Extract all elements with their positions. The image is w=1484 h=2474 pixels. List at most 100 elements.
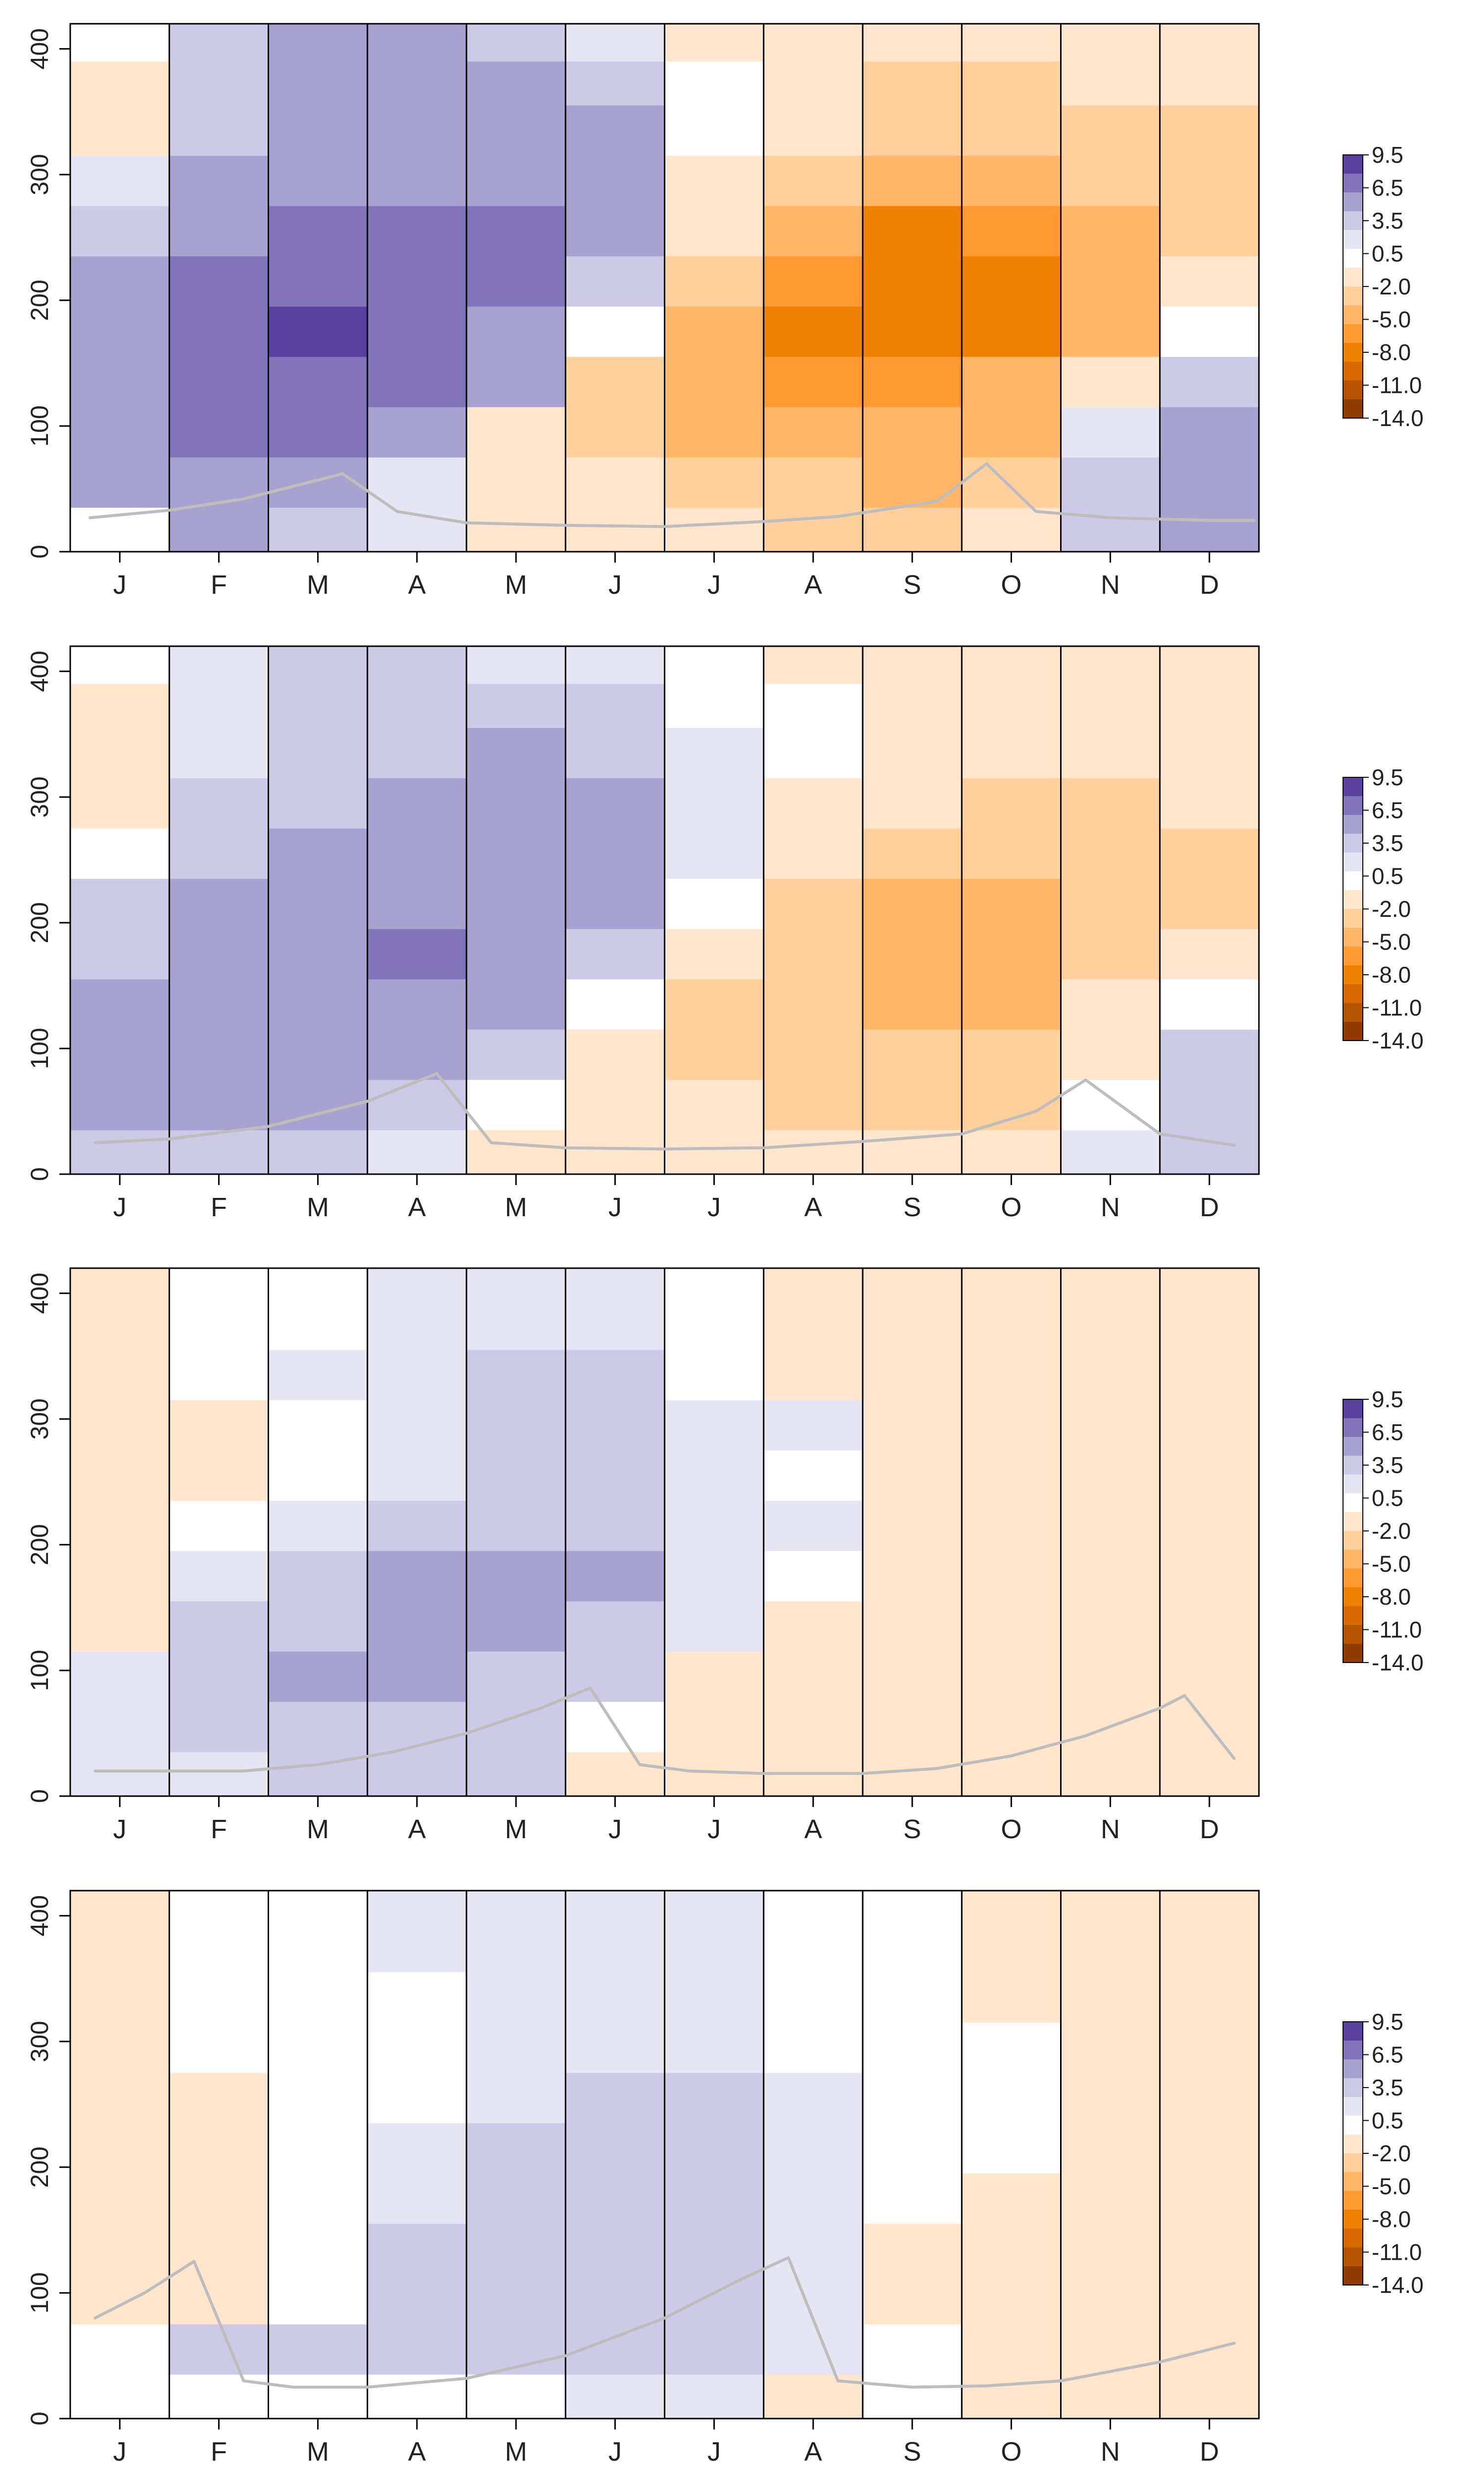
heat-cell <box>466 1891 566 1929</box>
x-tick-label: J <box>608 570 622 600</box>
x-tick-label: M <box>307 2437 329 2467</box>
x-tick-label: O <box>1001 2437 1021 2467</box>
colorbar-swatch <box>1343 1003 1363 1022</box>
heat-cell <box>565 1268 665 1306</box>
heat-cell <box>763 1891 863 1929</box>
heat-cell <box>367 1891 467 1929</box>
colorbar-swatch <box>1343 1531 1363 1550</box>
heat-cell <box>863 1268 962 1306</box>
colorbar-swatch <box>1343 1022 1363 1041</box>
colorbar-label: -8.0 <box>1372 2206 1411 2232</box>
x-tick-label: A <box>804 1192 822 1222</box>
x-tick-label: A <box>408 1814 426 1844</box>
x-tick-label: S <box>903 1192 921 1222</box>
colorbar: 9.5 6.5 3.5 0.5 -2.0 -5.0 -8.0 -11.0 -14.0 <box>1343 142 1424 431</box>
heat-cell <box>962 1891 1062 1929</box>
colorbar-label: -5.0 <box>1372 307 1411 333</box>
x-tick-label: F <box>211 2437 227 2467</box>
heat-cell <box>664 646 764 684</box>
panel-2: 0 100 200 300 400 J F M A M J J A S O N D 9.5 6.5 3.5 0.5 -2.… <box>26 645 1424 1222</box>
colorbar-label: -5.0 <box>1372 1551 1411 1577</box>
heat-cell <box>70 646 170 684</box>
colorbar-label: 0.5 <box>1372 241 1403 267</box>
colorbar-label: -14.0 <box>1372 405 1424 431</box>
x-tick-label: M <box>505 2437 527 2467</box>
colorbar-swatch <box>1343 2041 1363 2060</box>
x-tick-label: O <box>1001 570 1021 600</box>
y-tick-label: 200 <box>26 280 53 321</box>
x-tick-label: J <box>113 1814 127 1844</box>
panel-1: 0 100 200 300 400 J F M A M J J A S O N D 9.5 6.5 3.5 0.5 -2.… <box>26 23 1424 600</box>
colorbar-swatch <box>1343 2172 1363 2191</box>
heat-cell <box>962 646 1062 684</box>
heat-cell <box>466 646 566 684</box>
colorbar-swatch <box>1343 890 1363 909</box>
x-tick-label: D <box>1200 570 1219 600</box>
y-tick-label: 200 <box>26 2146 53 2188</box>
depth-line <box>93 1686 1236 1775</box>
heat-cell <box>367 646 467 684</box>
y-tick-label: 0 <box>26 1167 53 1181</box>
colorbar-swatch <box>1343 1606 1363 1625</box>
colorbar-swatch <box>1343 1550 1363 1569</box>
colorbar-swatch <box>1343 2116 1363 2135</box>
colorbar-swatch <box>1343 1456 1363 1475</box>
y-tick-label: 400 <box>26 28 53 69</box>
depth-line <box>89 462 1255 528</box>
colorbar-swatch <box>1343 155 1363 174</box>
colorbar-label: -2.0 <box>1372 896 1411 922</box>
colorbar-label: -8.0 <box>1372 962 1411 988</box>
x-tick-label: S <box>903 2437 921 2467</box>
colorbar-label: 6.5 <box>1372 2042 1403 2068</box>
colorbar-label: -2.0 <box>1372 2141 1411 2166</box>
colorbar-swatch <box>1343 1625 1363 1644</box>
colorbar-label: -14.0 <box>1372 1650 1424 1675</box>
colorbar-label: 6.5 <box>1372 1420 1403 1445</box>
colorbar-swatch <box>1343 305 1363 325</box>
x-tick-label: S <box>903 570 921 600</box>
heat-cell <box>268 646 368 684</box>
heat-cell <box>70 24 170 62</box>
y-tick-label: 400 <box>26 1895 53 1936</box>
heat-cell <box>763 24 863 62</box>
colorbar-label: -5.0 <box>1372 2174 1411 2199</box>
x-tick-label: D <box>1200 1814 1219 1844</box>
colorbar-swatch <box>1343 2229 1363 2248</box>
colorbar-label: 3.5 <box>1372 208 1403 234</box>
colorbar-swatch <box>1343 984 1363 1003</box>
y-tick-label: 100 <box>26 405 53 446</box>
plot-frame <box>69 23 1260 553</box>
heat-cell <box>70 1891 170 1929</box>
x-tick-label: D <box>1200 1192 1219 1222</box>
heat-cell <box>962 1268 1062 1306</box>
colorbar-swatch <box>1343 2153 1363 2173</box>
depth-line <box>93 2256 1236 2389</box>
y-tick-label: 0 <box>26 545 53 559</box>
colorbar-swatch <box>1343 1399 1363 1419</box>
x-tick-label: F <box>211 570 227 600</box>
panel-4: 0 100 200 300 400 J F M A M J J A S O N D 9.5 6.5 3.5 0.5 -2.… <box>26 1890 1424 2467</box>
y-tick-label: 100 <box>26 1028 53 1069</box>
colorbar-label: -11.0 <box>1372 373 1422 398</box>
heat-cell <box>169 1891 269 1929</box>
colorbar-label: 0.5 <box>1372 863 1403 889</box>
heat-cell <box>565 646 665 684</box>
colorbar-swatch <box>1343 777 1363 797</box>
panel-3: 0 100 200 300 400 J F M A M J J A S O N D 9.5 6.5 3.5 0.5 -2.… <box>26 1267 1424 1844</box>
colorbar-swatch <box>1343 853 1363 872</box>
colorbar-swatch <box>1343 230 1363 249</box>
heat-cell <box>268 24 368 62</box>
x-tick-label: N <box>1101 1192 1120 1222</box>
x-tick-label: J <box>707 2437 721 2467</box>
x-tick-label: J <box>608 2437 622 2467</box>
colorbar-swatch <box>1343 249 1363 268</box>
x-tick-label: J <box>707 1814 721 1844</box>
colorbar-swatch <box>1343 174 1363 193</box>
heat-cell <box>763 646 863 684</box>
colorbar-label: -14.0 <box>1372 1028 1424 1053</box>
y-tick-label: 0 <box>26 2412 53 2426</box>
heat-cell <box>1061 1268 1160 1306</box>
colorbar-label: -8.0 <box>1372 1584 1411 1610</box>
colorbar-label: -11.0 <box>1372 1617 1422 1643</box>
